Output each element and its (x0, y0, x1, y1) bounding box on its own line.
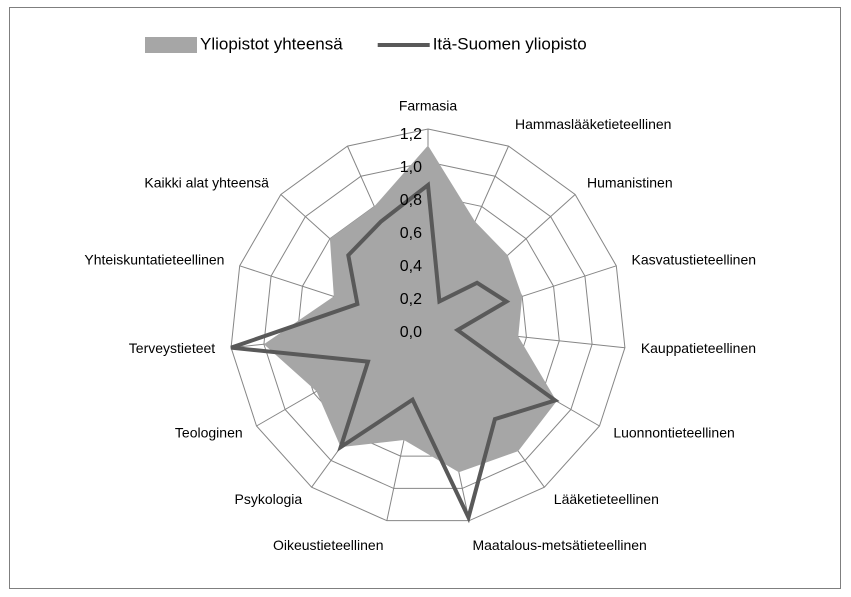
grid-ring (296, 194, 560, 457)
r-tick-label: 0,6 (400, 225, 422, 242)
r-tick-label: 1,0 (400, 159, 422, 176)
series-line (230, 181, 560, 524)
category-label: Hammaslääketieteellinen (515, 116, 671, 132)
legend-label: Itä-Suomen yliopisto (433, 34, 587, 53)
category-label: Kaikki alat yhteensä (144, 175, 269, 191)
legend: Yliopistot yhteensä Itä-Suomen yliopisto (145, 34, 587, 53)
category-label: Kauppatieteellinen (641, 340, 756, 356)
r-tick-label: 0,8 (400, 192, 422, 209)
category-label: Luonnontieteellinen (613, 425, 734, 441)
category-label: Farmasia (399, 98, 458, 114)
r-tick-label: 0,0 (400, 324, 422, 341)
category-label: Terveystieteet (129, 340, 215, 356)
series-area (263, 145, 557, 473)
category-label: Lääketieteellinen (554, 491, 659, 507)
category-label: Psykologia (235, 491, 303, 507)
category-label: Oikeustieteellinen (273, 537, 384, 553)
legend-label: Yliopistot yhteensä (200, 34, 343, 53)
legend-swatch (145, 37, 197, 53)
r-tick-label: 1,2 (400, 126, 422, 143)
category-label: Maatalous-metsätieteellinen (472, 537, 646, 553)
category-label: Humanistinen (587, 175, 673, 191)
r-tick-label: 0,2 (400, 291, 422, 308)
category-label: Kasvatustieteellinen (632, 252, 757, 268)
r-tick-label: 0,4 (400, 258, 422, 275)
category-label: Yhteiskuntatieteellinen (84, 252, 224, 268)
category-label: Teologinen (175, 425, 243, 441)
grid-ring (263, 161, 593, 489)
grid-ring (230, 128, 626, 522)
